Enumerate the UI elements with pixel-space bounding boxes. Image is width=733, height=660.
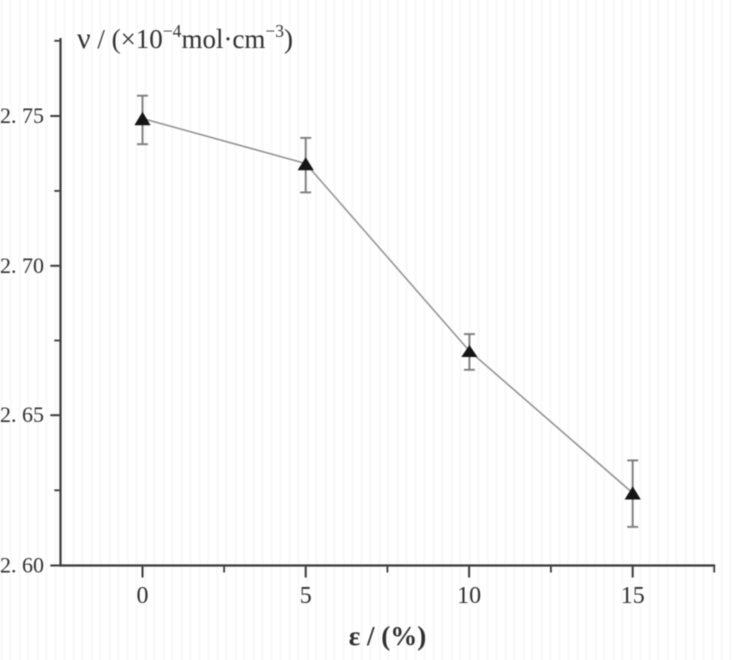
svg-text:15: 15 (621, 583, 645, 609)
svg-text:2. 75: 2. 75 (0, 103, 44, 128)
svg-text:2. 70: 2. 70 (0, 253, 44, 278)
svg-text:0: 0 (137, 583, 149, 609)
svg-text:ν / (×10−4mol·cm−3): ν / (×10−4mol·cm−3) (77, 21, 293, 55)
svg-text:ε / (%): ε / (%) (349, 621, 427, 651)
svg-text:2. 60: 2. 60 (0, 553, 44, 578)
svg-text:10: 10 (457, 583, 481, 609)
svg-text:5: 5 (300, 583, 312, 609)
svg-text:2. 65: 2. 65 (0, 402, 44, 427)
